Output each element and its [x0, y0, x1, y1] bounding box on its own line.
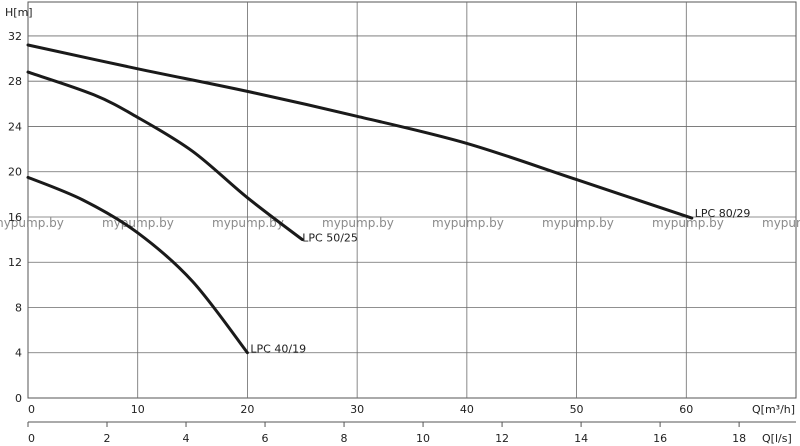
series-layer — [26, 43, 694, 355]
x2-tick-label: 4 — [183, 432, 190, 445]
plot-frame — [27, 1, 797, 399]
watermark-layer: mypump.by mypump.by mypump.by mypump.by mypu… — [0, 216, 800, 230]
x2-tick-label: 2 — [104, 432, 111, 445]
watermark-text: mypump.by — [762, 216, 800, 230]
x-tick-label: 40 — [460, 403, 474, 416]
y-tick-label: 24 — [8, 120, 22, 133]
watermark-text: mypump.by — [432, 216, 504, 230]
x-axis-label: Q[m³/h] — [752, 403, 795, 416]
x-tick-label: 0 — [28, 403, 35, 416]
x-tick-label: 50 — [570, 403, 584, 416]
x2-tick-label: 8 — [341, 432, 348, 445]
x-tick-label: 20 — [240, 403, 254, 416]
series-line-lpc-80-29 — [26, 43, 694, 220]
series-label-lpc-80-29: LPC 80/29 — [695, 207, 751, 220]
x-tick-label: 10 — [131, 403, 145, 416]
y-tick-label: 32 — [8, 30, 22, 43]
watermark-text: mypump.by — [322, 216, 394, 230]
watermark-text: mypump.by — [542, 216, 614, 230]
x-tick-label: 60 — [679, 403, 693, 416]
watermark-text: mypump.by — [0, 216, 64, 230]
x2-tick-label: 14 — [574, 432, 588, 445]
x2-axis-label: Q[l/s] — [762, 432, 792, 445]
label-layer: LPC 80/29 LPC 50/25 LPC 40/19 — [250, 207, 750, 356]
y-tick-label: 28 — [8, 75, 22, 88]
series-line-lpc-50-25 — [26, 70, 304, 242]
series-label-lpc-50-25: LPC 50/25 — [302, 232, 358, 245]
y-tick-label: 4 — [15, 347, 22, 360]
x2-tick-label: 6 — [262, 432, 269, 445]
x-tick-label: 30 — [350, 403, 364, 416]
watermark-text: mypump.by — [102, 216, 174, 230]
y-tick-label: 8 — [15, 301, 22, 314]
y-tick-label: 20 — [8, 166, 22, 179]
series-label-lpc-40-19: LPC 40/19 — [250, 343, 306, 356]
y-tick-label: 0 — [15, 392, 22, 405]
y-axis-label: H[m] — [5, 6, 33, 19]
x2-tick-label: 12 — [495, 432, 509, 445]
x2-tick-label: 0 — [28, 432, 35, 445]
x2-tick-label: 18 — [732, 432, 746, 445]
y-tick-label: 12 — [8, 256, 22, 269]
y-tick-label: 16 — [8, 211, 22, 224]
watermark-text: mypump.by — [652, 216, 724, 230]
x2-tick-label: 16 — [653, 432, 667, 445]
watermark-text: mypump.by — [212, 216, 284, 230]
x2-tick-label: 10 — [416, 432, 430, 445]
series-line-lpc-40-19 — [26, 175, 249, 355]
